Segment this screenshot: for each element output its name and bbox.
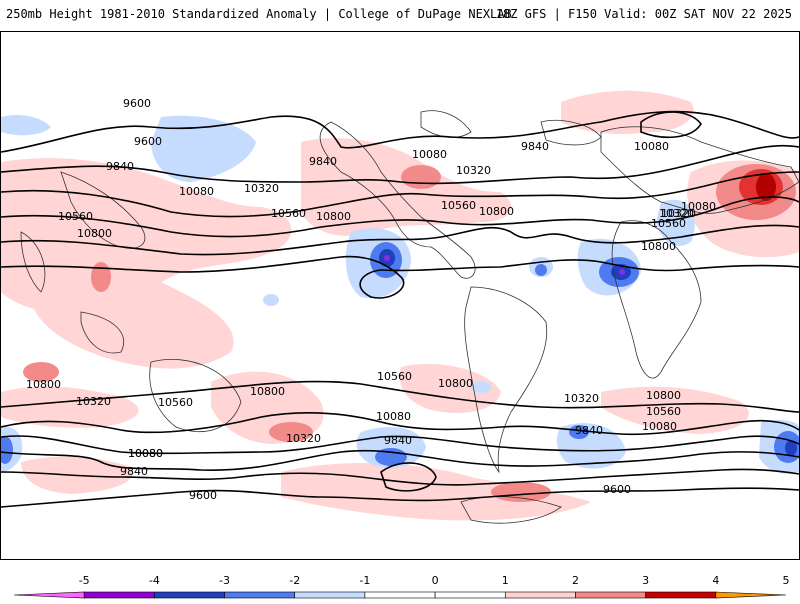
- anomaly-colorbar: -5 -4 -3 -2 -1 0 1 2 3 4 5: [0, 560, 800, 600]
- contour-label: 10320: [244, 182, 279, 195]
- colorbar-cell: [504, 591, 576, 599]
- colorbar-tick-label: -4: [149, 574, 160, 587]
- contour-label: 10080: [634, 140, 669, 153]
- colorbar-graphic: -5 -4 -3 -2 -1 0 1 2 3 4 5: [13, 574, 790, 599]
- contour-labels: 9600 9600 9840 9840 9840 10080 10080 100…: [26, 97, 716, 502]
- contour-label: 10560: [651, 217, 686, 230]
- colorbar-cell: [364, 591, 436, 599]
- colorbar-tick-label: 3: [642, 574, 649, 587]
- contour-label: 9840: [120, 465, 148, 478]
- contour-label: 10560: [158, 396, 193, 409]
- contour-label: 9840: [521, 140, 549, 153]
- colorbar-cell: [715, 591, 787, 599]
- contour-label: 9600: [134, 135, 162, 148]
- contour-label: 10080: [128, 447, 163, 460]
- contour-label: 9600: [603, 483, 631, 496]
- colorbar-cell: [83, 591, 155, 599]
- contour-label: 10320: [456, 164, 491, 177]
- colorbar-cell: [645, 591, 717, 599]
- colorbar-cell: [434, 591, 506, 599]
- contour-label: 10800: [479, 205, 514, 218]
- contour-label: 9600: [189, 489, 217, 502]
- contour-label: 10800: [26, 378, 61, 391]
- extreme-positive-anomaly: [756, 173, 776, 201]
- contour-label: 9840: [575, 424, 603, 437]
- extreme-negative-anomaly: [384, 255, 625, 275]
- contour-label: 10560: [377, 370, 412, 383]
- colorbar-cell: [294, 591, 366, 599]
- height-contours: [1, 110, 799, 508]
- contour-label: 9840: [384, 434, 412, 447]
- contour-label: 10080: [681, 200, 716, 213]
- header: 250mb Height 1981-2010 Standardized Anom…: [0, 0, 800, 30]
- contour-label: 10320: [76, 395, 111, 408]
- contour-label: 9840: [106, 160, 134, 173]
- contour-label: 10560: [271, 207, 306, 220]
- contour-label: 10320: [564, 392, 599, 405]
- contour-label: 10320: [661, 207, 696, 220]
- colorbar-tick-label: 2: [572, 574, 579, 587]
- contour-label: 10800: [316, 210, 351, 223]
- map-title: 250mb Height 1981-2010 Standardized Anom…: [6, 7, 512, 21]
- contour-label: 10080: [179, 185, 214, 198]
- colorbar-tick-label: -5: [79, 574, 90, 587]
- colorbar-cell: [224, 591, 296, 599]
- contour-label: 10800: [438, 377, 473, 390]
- colorbar-tick-label: 5: [783, 574, 790, 587]
- contour-label: 10560: [646, 405, 681, 418]
- contour-label: 10080: [376, 410, 411, 423]
- contour-label: 10320: [286, 432, 321, 445]
- contour-label: 10320: [659, 207, 694, 220]
- colorbar-cell: [575, 591, 646, 599]
- contour-label: 10080: [642, 420, 677, 433]
- colorbar-tick-label: 0: [432, 574, 439, 587]
- colorbar-tick-label: -2: [289, 574, 300, 587]
- map-panel[interactable]: 9600 9600 9840 9840 9840 10080 10080 100…: [0, 31, 800, 560]
- contour-label: 10560: [58, 210, 93, 223]
- contour-label: 10080: [412, 148, 447, 161]
- colorbar-tick-label: -1: [359, 574, 370, 587]
- colorbar-cell: [13, 591, 85, 599]
- contour-label: 10800: [250, 385, 285, 398]
- colorbar-cell: [154, 591, 225, 599]
- model-valid-time: 18Z GFS | F150 Valid: 00Z SAT NOV 22 202…: [495, 7, 792, 21]
- contour-label: 10800: [77, 227, 112, 240]
- contour-label: 10800: [646, 389, 681, 402]
- anomaly-map: 9600 9600 9840 9840 9840 10080 10080 100…: [1, 90, 799, 524]
- colorbar-tick-label: -3: [219, 574, 230, 587]
- colorbar-tick-label: 4: [712, 574, 719, 587]
- colorbar-tick-label: 1: [502, 574, 509, 587]
- contour-label: 9600: [123, 97, 151, 110]
- contour-label: 10800: [641, 240, 676, 253]
- contour-label: 10080: [128, 447, 163, 460]
- contour-label: 9840: [309, 155, 337, 168]
- contour-label: 10560: [441, 199, 476, 212]
